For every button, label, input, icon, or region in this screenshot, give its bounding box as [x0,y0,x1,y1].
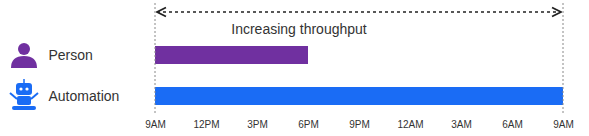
svg-text:12AM: 12AM [397,119,423,130]
svg-text:Increasing throughput: Increasing throughput [231,21,367,37]
svg-text:3AM: 3AM [451,119,472,130]
svg-text:6PM: 6PM [298,119,319,130]
svg-text:9PM: 9PM [349,119,370,130]
svg-text:3PM: 3PM [247,119,268,130]
svg-text:6AM: 6AM [502,119,523,130]
svg-text:Automation: Automation [49,88,120,104]
svg-text:9AM: 9AM [145,119,166,130]
svg-text:Person: Person [49,47,93,63]
svg-text:12PM: 12PM [193,119,219,130]
svg-text:9AM: 9AM [553,119,574,130]
